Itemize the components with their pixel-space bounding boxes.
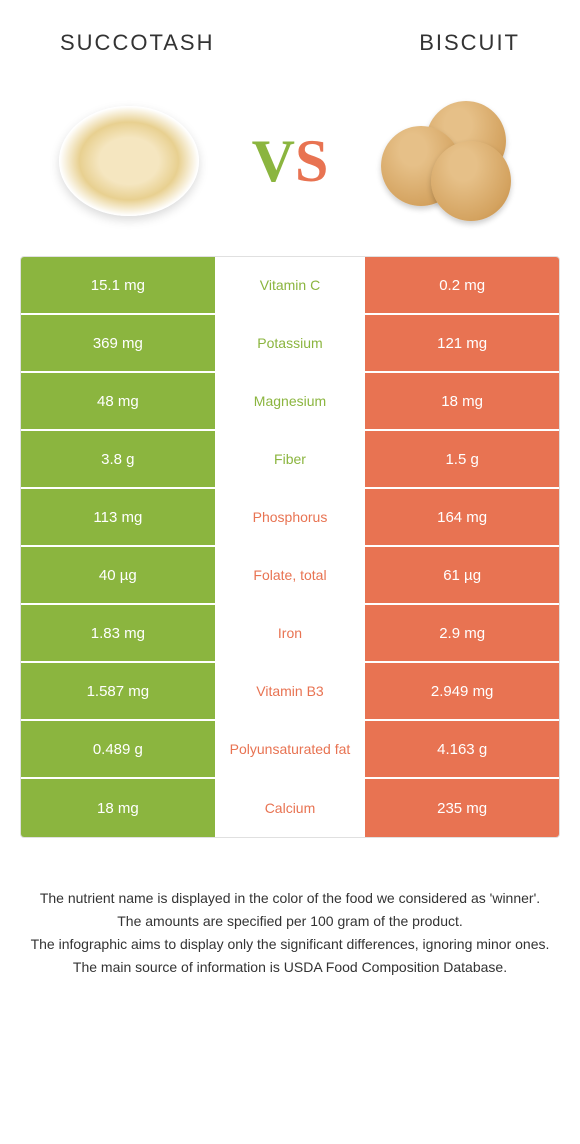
left-value: 0.489 g (21, 721, 215, 777)
table-row: 48 mgMagnesium18 mg (21, 373, 559, 431)
left-value: 40 µg (21, 547, 215, 603)
left-value: 1.83 mg (21, 605, 215, 661)
right-value: 235 mg (365, 779, 559, 837)
right-value: 61 µg (365, 547, 559, 603)
table-row: 15.1 mgVitamin C0.2 mg (21, 257, 559, 315)
right-value: 18 mg (365, 373, 559, 429)
vs-s: S (295, 128, 328, 194)
table-row: 18 mgCalcium235 mg (21, 779, 559, 837)
footer-line: The nutrient name is displayed in the co… (30, 888, 550, 909)
footer-notes: The nutrient name is displayed in the co… (0, 838, 580, 1000)
nutrient-name: Vitamin C (215, 257, 366, 313)
left-value: 18 mg (21, 779, 215, 837)
biscuit-image (376, 96, 526, 226)
table-row: 369 mgPotassium121 mg (21, 315, 559, 373)
right-value: 2.9 mg (365, 605, 559, 661)
nutrient-name: Magnesium (215, 373, 366, 429)
succotash-image (54, 96, 204, 226)
nutrient-name: Vitamin B3 (215, 663, 366, 719)
vs-label: VS (252, 127, 329, 196)
left-value: 48 mg (21, 373, 215, 429)
footer-line: The main source of information is USDA F… (30, 957, 550, 978)
right-food-title: Biscuit (419, 30, 520, 56)
header: Succotash Biscuit (0, 0, 580, 76)
right-value: 121 mg (365, 315, 559, 371)
left-value: 1.587 mg (21, 663, 215, 719)
right-value: 2.949 mg (365, 663, 559, 719)
table-row: 1.83 mgIron2.9 mg (21, 605, 559, 663)
nutrient-name: Calcium (215, 779, 366, 837)
nutrient-name: Iron (215, 605, 366, 661)
left-food-title: Succotash (60, 30, 215, 56)
left-value: 15.1 mg (21, 257, 215, 313)
table-row: 3.8 gFiber1.5 g (21, 431, 559, 489)
footer-line: The infographic aims to display only the… (30, 934, 550, 955)
images-row: VS (0, 76, 580, 256)
right-value: 0.2 mg (365, 257, 559, 313)
left-value: 113 mg (21, 489, 215, 545)
left-value: 3.8 g (21, 431, 215, 487)
nutrient-name: Phosphorus (215, 489, 366, 545)
right-value: 1.5 g (365, 431, 559, 487)
footer-line: The amounts are specified per 100 gram o… (30, 911, 550, 932)
table-row: 40 µgFolate, total61 µg (21, 547, 559, 605)
nutrient-table: 15.1 mgVitamin C0.2 mg369 mgPotassium121… (20, 256, 560, 838)
table-row: 1.587 mgVitamin B32.949 mg (21, 663, 559, 721)
left-value: 369 mg (21, 315, 215, 371)
nutrient-name: Polyunsaturated fat (215, 721, 366, 777)
nutrient-name: Fiber (215, 431, 366, 487)
right-value: 4.163 g (365, 721, 559, 777)
vs-v: V (252, 128, 295, 194)
nutrient-name: Folate, total (215, 547, 366, 603)
nutrient-name: Potassium (215, 315, 366, 371)
right-value: 164 mg (365, 489, 559, 545)
table-row: 0.489 gPolyunsaturated fat4.163 g (21, 721, 559, 779)
table-row: 113 mgPhosphorus164 mg (21, 489, 559, 547)
